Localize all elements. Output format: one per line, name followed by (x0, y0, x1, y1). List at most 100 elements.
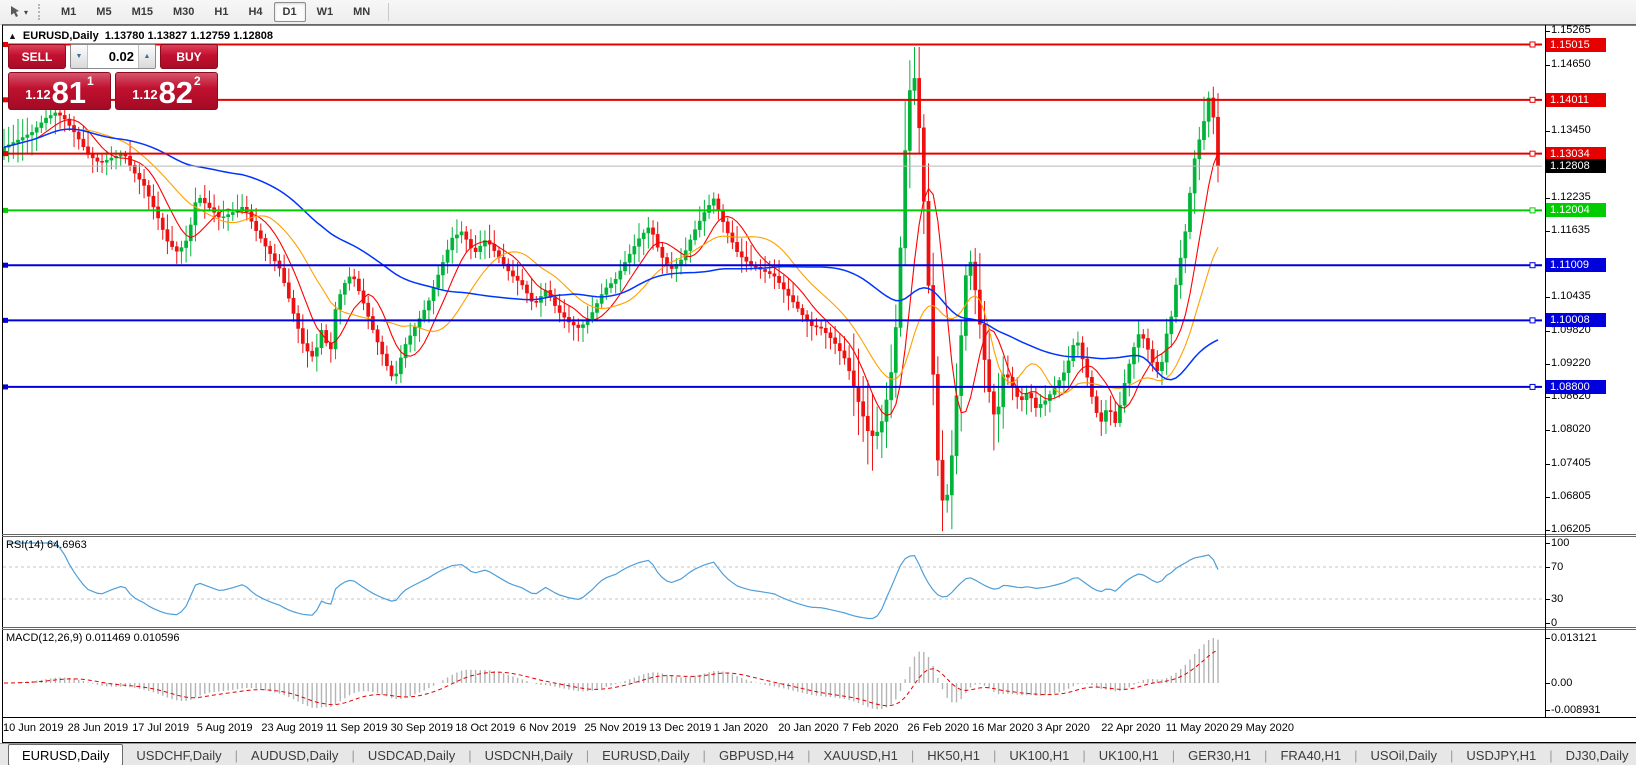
sell-price-major: 1.12 (25, 87, 51, 102)
hline-handle[interactable] (3, 207, 8, 213)
date-label: 7 Feb 2020 (842, 722, 899, 734)
chart-tab-15[interactable]: DJ30,Daily (1565, 747, 1629, 763)
timeframe-button-MN[interactable]: MN (353, 6, 371, 18)
timeframe-button-M15[interactable]: M15 (131, 6, 153, 18)
macd-scale-label: 0.00 (1551, 676, 1573, 689)
date-label: 1 Jan 2020 (713, 722, 769, 734)
ma-17-line (3, 128, 1219, 394)
chart-tab-8[interactable]: HK50,H1 (927, 747, 981, 763)
tab-separator: | (1171, 747, 1176, 763)
chart-tab-14[interactable]: USDJPY,H1 (1466, 747, 1537, 763)
chevron-down-icon[interactable]: ▾ (24, 7, 29, 17)
buy-price-pips: 82 (158, 74, 194, 110)
volume-stepper: ▼ ▲ (70, 44, 156, 69)
hline-handle[interactable] (1529, 383, 1536, 390)
buy-quote[interactable]: 1.12 82 2 (115, 72, 218, 110)
rsi-indicator (3, 542, 1542, 620)
timeframe-button-H4[interactable]: H4 (248, 6, 263, 18)
chart-tab-13[interactable]: USOil,Daily (1370, 747, 1437, 763)
price-tick-label: 1.10435 (1551, 290, 1591, 303)
chart-tab-0[interactable]: EURUSD,Daily (8, 744, 124, 765)
axis-tick-mark (1545, 429, 1550, 431)
volume-input[interactable] (88, 45, 138, 68)
buy-price-major: 1.12 (132, 87, 158, 102)
hline-price-label[interactable]: 1.14011 (1546, 92, 1606, 107)
hline-handle[interactable] (3, 384, 8, 390)
date-label: 18 Oct 2019 (455, 722, 516, 734)
hline-handle[interactable] (1529, 41, 1536, 48)
price-tick-label: 1.15265 (1551, 24, 1591, 37)
chart-tab-7[interactable]: XAUUSD,H1 (823, 747, 898, 763)
chart-cursor-tool-button[interactable]: ▾ (4, 3, 32, 21)
date-label: 3 Apr 2020 (1036, 722, 1090, 734)
chart-title: ▲ EURUSD,Daily 1.13780 1.13827 1.12759 1… (8, 30, 273, 42)
hline-price-label[interactable]: 1.10008 (1546, 313, 1606, 328)
hline-handle[interactable] (3, 151, 8, 157)
sell-price-point: 1 (87, 74, 94, 88)
axis-tick-mark (1545, 496, 1550, 498)
hline-price-label[interactable]: 1.08800 (1546, 379, 1606, 394)
hline-price-label[interactable]: 1.15015 (1546, 37, 1606, 52)
hline-handle[interactable] (3, 262, 8, 268)
axis-tick-mark (1545, 330, 1550, 332)
hline-handle[interactable] (3, 317, 8, 323)
axis-tick-mark (1545, 599, 1550, 600)
volume-increase-icon[interactable]: ▲ (138, 45, 155, 68)
axis-tick-mark (1545, 710, 1550, 711)
chart-tab-1[interactable]: USDCHF,Daily (136, 747, 222, 763)
timeframe-button-D1[interactable]: D1 (273, 2, 306, 22)
hline-price-label[interactable]: 1.12004 (1546, 203, 1606, 218)
hline-handle[interactable] (3, 97, 8, 103)
hline-price-label[interactable]: 1.13034 (1546, 146, 1606, 161)
tab-separator: | (1450, 747, 1454, 763)
tab-separator: | (807, 747, 811, 763)
chart-tab-4[interactable]: USDCNH,Daily (484, 747, 573, 763)
price-tick-label: 1.14650 (1551, 58, 1591, 71)
hline-handle[interactable] (1529, 207, 1536, 214)
chart-tab-5[interactable]: EURUSD,Daily (602, 747, 690, 763)
chart-tab-2[interactable]: AUDUSD,Daily (251, 747, 339, 763)
timeframe-button-W1[interactable]: W1 (316, 6, 334, 18)
date-label: 30 Sep 2019 (390, 722, 453, 734)
toolbar-grip[interactable] (38, 4, 45, 20)
horizontal-lines[interactable] (3, 41, 1542, 390)
sell-button[interactable]: SELL (8, 44, 66, 69)
chart-tab-12[interactable]: FRA40,H1 (1280, 747, 1342, 763)
timeframe-button-M30[interactable]: M30 (172, 6, 195, 18)
price-tick-label: 1.13450 (1551, 124, 1591, 137)
chart-tab-3[interactable]: USDCAD,Daily (367, 747, 456, 763)
date-label: 25 Nov 2019 (584, 722, 647, 734)
rsi-scale-label: 0 (1551, 616, 1558, 629)
date-label: 16 Mar 2020 (972, 722, 1034, 734)
chart-tab-9[interactable]: UK100,H1 (1009, 747, 1070, 763)
tab-separator: | (993, 747, 997, 763)
ma-52-line (3, 128, 1219, 381)
collapse-panel-icon[interactable]: ▲ (8, 31, 17, 41)
rsi-scale-label: 30 (1551, 592, 1564, 605)
tab-separator: | (910, 747, 915, 763)
tab-separator: | (1082, 747, 1086, 763)
timeframe-button-H1[interactable]: H1 (214, 6, 229, 18)
hline-handle[interactable] (1529, 262, 1536, 269)
buy-button[interactable]: BUY (160, 44, 218, 69)
tab-separator: | (351, 747, 355, 763)
hline-handle[interactable] (1529, 317, 1536, 324)
timeframe-button-M5[interactable]: M5 (96, 6, 112, 18)
date-label: 11 Sep 2019 (326, 722, 388, 734)
chart-tab-10[interactable]: UK100,H1 (1098, 747, 1159, 763)
chart-tab-11[interactable]: GER30,H1 (1188, 747, 1252, 763)
tab-separator: | (468, 747, 472, 763)
hline-handle[interactable] (3, 42, 8, 47)
hline-handle[interactable] (1529, 150, 1536, 157)
volume-decrease-icon[interactable]: ▼ (71, 45, 88, 68)
chart-tab-6[interactable]: GBPUSD,H4 (718, 747, 795, 763)
hline-handle[interactable] (1529, 96, 1536, 103)
axis-tick-mark (1545, 130, 1550, 132)
hline-price-label[interactable]: 1.11009 (1546, 258, 1606, 273)
date-label: 29 May 2020 (1230, 722, 1294, 734)
timeframe-button-M1[interactable]: M1 (61, 6, 77, 18)
price-tick-label: 1.08020 (1551, 423, 1591, 436)
date-label: 26 Feb 2020 (907, 722, 970, 734)
sell-quote[interactable]: 1.12 81 1 (8, 72, 111, 110)
